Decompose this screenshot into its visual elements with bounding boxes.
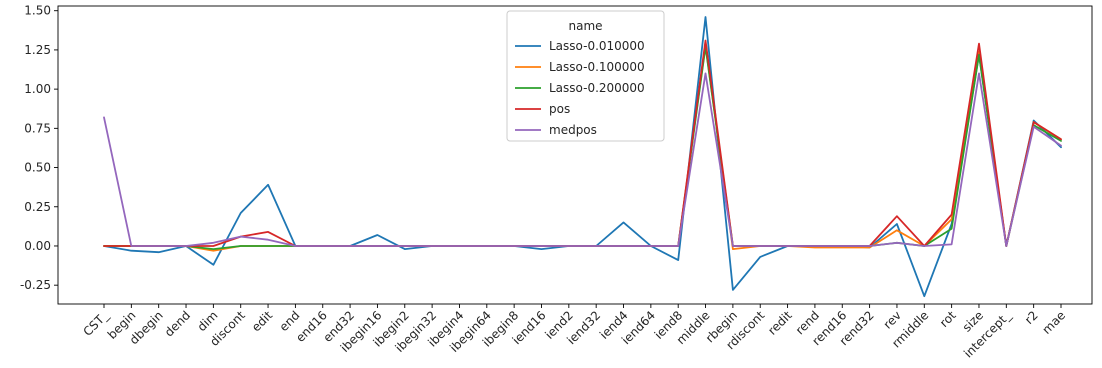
legend: name Lasso-0.010000Lasso-0.100000Lasso-0…: [506, 10, 665, 142]
legend-label-3: pos: [549, 102, 570, 116]
series-line-4: [103, 72, 1062, 247]
legend-label-1: Lasso-0.100000: [549, 60, 645, 74]
y-axis: -0.25 0.00 0.25 0.50 0.75 1.00 1.25 1.50: [20, 4, 58, 292]
y-tick-label: 1.00: [24, 82, 51, 96]
legend-label-2: Lasso-0.200000: [549, 81, 645, 95]
legend-label-0: Lasso-0.010000: [549, 39, 645, 53]
y-tick-label: 0.50: [24, 161, 51, 175]
x-tick-label: dend: [162, 308, 193, 339]
x-tick-label: r2: [1022, 308, 1041, 327]
legend-title: name: [568, 19, 602, 33]
y-tick-label: 1.25: [24, 43, 51, 57]
y-tick-label: 1.50: [24, 4, 51, 18]
x-tick-label: mae: [1040, 308, 1069, 337]
legend-box: [506, 10, 665, 142]
y-tick-label: -0.25: [20, 278, 51, 292]
x-tick-label: rot: [937, 308, 959, 330]
legend-label-4: medpos: [549, 123, 597, 137]
y-tick-label: 0.75: [24, 121, 51, 135]
plot-frame: [57, 5, 1093, 305]
legend-entries: Lasso-0.010000 Lasso-0.100000 Lasso-0.2000…: [515, 39, 645, 137]
x-tick-label: edit: [249, 308, 275, 334]
plot-marks: [103, 16, 1062, 298]
y-tick-label: 0.00: [24, 239, 51, 253]
y-tick-label: 0.25: [24, 200, 51, 214]
x-tick-label: redit: [765, 308, 795, 338]
